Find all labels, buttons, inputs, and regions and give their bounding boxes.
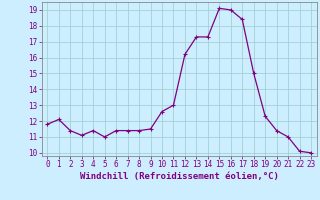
X-axis label: Windchill (Refroidissement éolien,°C): Windchill (Refroidissement éolien,°C)	[80, 172, 279, 181]
